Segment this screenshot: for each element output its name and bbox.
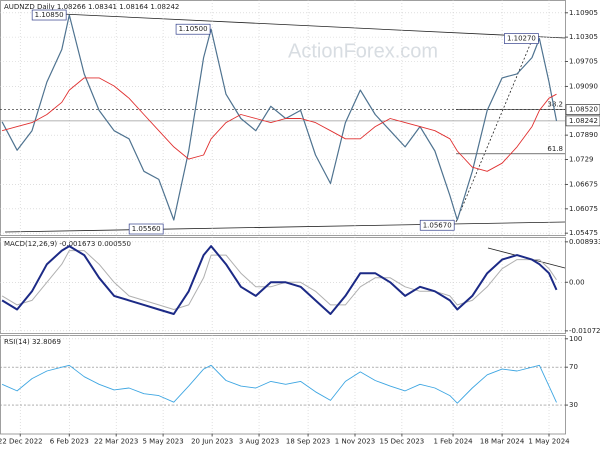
annotation-box	[419, 219, 455, 231]
series-line	[1, 245, 558, 315]
y-tick-label: 70	[569, 363, 578, 371]
x-tick-label: 15 Dec 2023	[380, 438, 425, 446]
x-tick-label: 1 Feb 2024	[434, 438, 474, 446]
annotation-label: 1.10500	[179, 25, 208, 33]
x-tick-label: 20 Jun 2023	[191, 438, 233, 446]
series-line	[1, 364, 557, 404]
x-tick-label: 22 Dec 2022	[0, 438, 43, 446]
annotation-label: 1.10270	[507, 35, 536, 43]
watermark: ActionForex.com	[288, 40, 438, 62]
y-tick-label: 1.09090	[569, 82, 598, 90]
y-tick-label: 100	[569, 335, 582, 343]
trendline	[4, 221, 566, 233]
annotation-box	[128, 223, 164, 235]
x-tick-label: 1 May 2024	[528, 438, 570, 446]
trendline	[455, 39, 533, 223]
x-tick-label: 5 May 2023	[143, 438, 184, 446]
x-tick-label: 1 Nov 2023	[335, 438, 375, 446]
panel-frame	[0, 0, 566, 236]
y-tick-label: 1.06675	[569, 180, 598, 188]
y-tick-label: 1.05475	[569, 229, 598, 237]
y-tick-label: 1.0729	[569, 156, 594, 164]
y-tick-label: 1.07890	[569, 131, 598, 139]
annotation-label: 1.10850	[35, 11, 64, 19]
x-tick-label: 22 Mar 2023	[94, 438, 138, 446]
y-tick-label: 0.00	[569, 278, 585, 286]
annotation-box	[175, 23, 211, 35]
fib-label: 61.8	[547, 145, 563, 153]
x-tick-label: 18 Sep 2023	[286, 438, 330, 446]
panel-title: AUDNZD Daily 1.08266 1.08341 1.08164 1.0…	[4, 3, 179, 11]
series-line	[1, 77, 557, 172]
y-tick-label: 1.10905	[569, 9, 598, 17]
level-box	[565, 115, 600, 127]
annotation-box	[31, 9, 67, 21]
level-box	[565, 104, 600, 115]
level-label: 1.08242	[569, 117, 598, 125]
panel-frame	[0, 237, 566, 334]
x-tick-label: 18 Mar 2024	[480, 438, 525, 446]
trendline	[61, 13, 566, 39]
panel-frame	[0, 335, 566, 435]
annotation-label: 1.05670	[423, 221, 452, 229]
x-tick-label: 6 Feb 2023	[50, 438, 89, 446]
y-tick-label: 1.10305	[569, 33, 598, 41]
y-tick-label: 1.06075	[569, 205, 598, 213]
fib-label: 38.2	[547, 101, 563, 109]
y-tick-label: 0.008933	[569, 238, 600, 246]
level-label: 1.08520	[569, 106, 598, 114]
y-tick-label: -0.010724	[569, 327, 600, 335]
panel-title: MACD(12,26,9) -0.001673 0.000550	[4, 240, 131, 248]
annotation-label: 1.05560	[132, 225, 161, 233]
annotation-box	[504, 33, 539, 44]
y-tick-label: 1.09705	[569, 57, 598, 65]
panel-title: RSI(14) 32.8069	[4, 338, 61, 346]
y-tick-label: 30	[569, 401, 578, 409]
x-tick-label: 3 Aug 2023	[239, 438, 279, 446]
